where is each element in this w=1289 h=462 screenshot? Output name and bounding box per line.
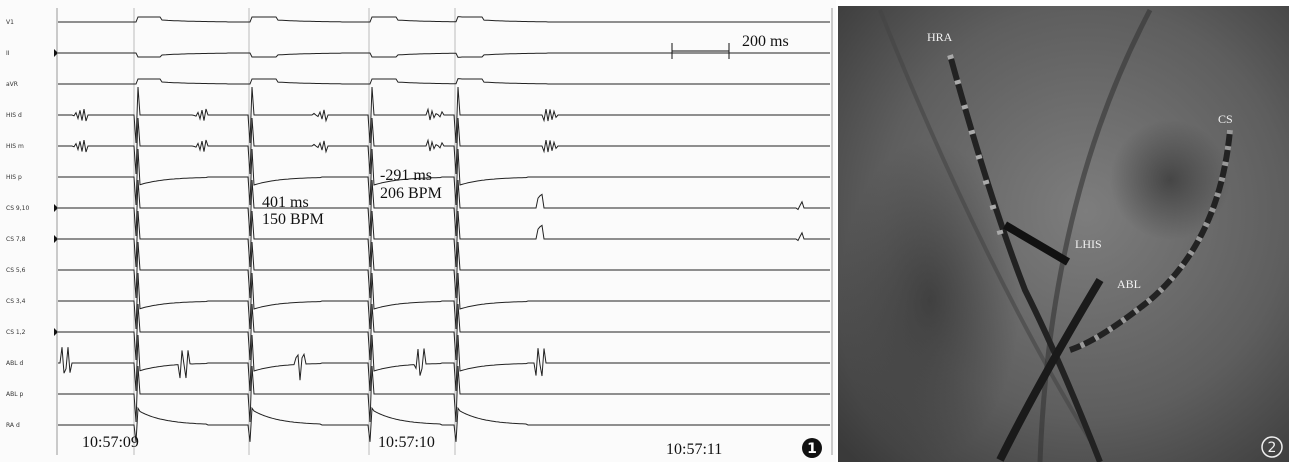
trace [58, 365, 830, 423]
channel-label: II [6, 50, 10, 57]
label: ABL [1117, 277, 1141, 291]
channel-label: CS 9,10 [6, 205, 29, 212]
rate: 150 BPM [262, 211, 324, 228]
badge [802, 438, 822, 458]
timestamp: 10:57:10 [378, 434, 435, 451]
trace [58, 16, 830, 23]
channel-label: HIS m [6, 143, 24, 150]
trace [58, 52, 830, 58]
trace [58, 406, 830, 442]
channel-label: aVR [6, 81, 18, 88]
sheath [1037, 8, 1153, 462]
trace [58, 241, 830, 299]
timestamp: 10:57:09 [82, 434, 139, 451]
trace [58, 86, 830, 144]
channel-label: HIS d [6, 112, 22, 119]
channel-label: CS 3,4 [6, 298, 26, 305]
channel-marker [54, 204, 58, 212]
shadow [840, 140, 1020, 460]
ecg-panel: V1 II aVR HIS d HIS m HIS p CS 9,10 CS 7,8 CS 5,… [0, 0, 836, 462]
rate: 206 BPM [380, 185, 442, 202]
trace [58, 334, 830, 392]
trace [58, 78, 830, 85]
electrodes [1069, 129, 1233, 353]
channel-label: ABL p [6, 391, 23, 398]
trace [58, 210, 830, 268]
catheter [996, 277, 1104, 462]
panel-background [0, 0, 836, 462]
channel-marker [54, 328, 58, 336]
electrodes [947, 54, 1008, 251]
trace [58, 117, 830, 175]
trace [58, 272, 830, 330]
interval: 401 ms [262, 194, 309, 211]
channel-marker [54, 235, 58, 243]
label: CS [1218, 112, 1233, 126]
channel-label: CS 5,6 [6, 267, 26, 274]
badge-label: 2 [1268, 440, 1277, 456]
channel-label: CS 7,8 [6, 236, 26, 243]
badge-label: 1 [807, 441, 817, 457]
fluoroscopy-panel: HRA CS LHIS ABL 2 [838, 6, 1289, 462]
shadow [1110, 120, 1230, 240]
label: HRA [927, 30, 953, 44]
channel-label: CS 1,2 [6, 329, 26, 336]
catheter [1002, 221, 1071, 266]
channel-label: HIS p [6, 174, 22, 181]
channel-marker [54, 49, 58, 57]
catheter [947, 54, 1103, 462]
interval: -291 ms [380, 167, 432, 184]
channel-label: ABL d [6, 360, 23, 367]
channel-label: RA d [6, 422, 20, 429]
trace [58, 148, 830, 206]
trace [58, 303, 830, 361]
timestamp: 10:57:11 [666, 441, 722, 458]
sheath [878, 9, 1092, 442]
label: LHIS [1075, 237, 1102, 251]
trace [58, 179, 830, 237]
channel-label: V1 [6, 19, 14, 26]
badge [1261, 436, 1283, 458]
scale-label: 200 ms [742, 33, 789, 50]
